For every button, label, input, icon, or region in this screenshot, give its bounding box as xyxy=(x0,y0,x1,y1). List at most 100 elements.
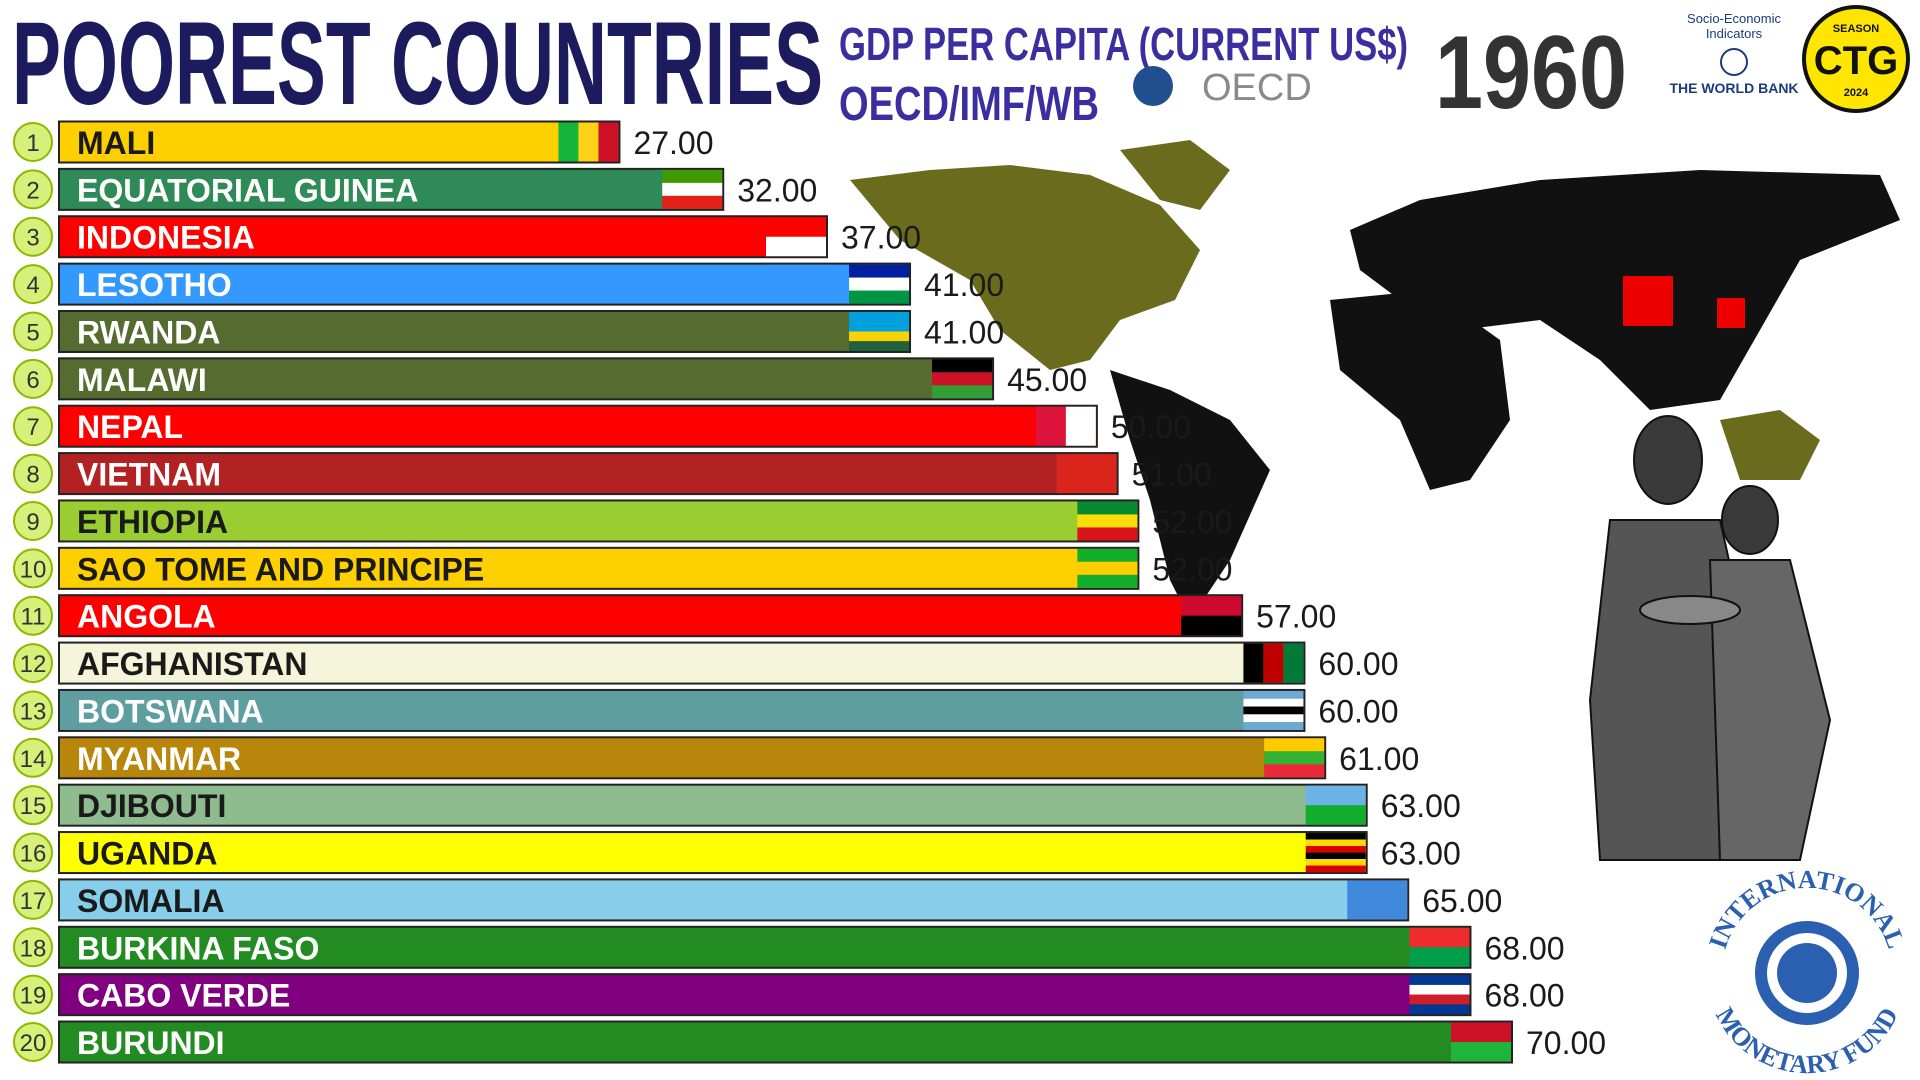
flag-stripe xyxy=(1409,1004,1470,1015)
imf-seal: INTERNATIONAL MONETARY FUND xyxy=(1703,865,1911,1080)
flag-stripe xyxy=(1243,690,1304,699)
flag-stripe xyxy=(849,341,910,351)
flag-stripe xyxy=(1035,406,1066,446)
world-bank-globe xyxy=(1720,48,1748,76)
rank-badge xyxy=(13,453,53,494)
flag-stripe xyxy=(1305,833,1366,840)
category-label: INDONESIA xyxy=(77,220,255,256)
flag-stripe xyxy=(1305,839,1366,847)
flag-stripe xyxy=(1077,527,1138,541)
flag-stripe xyxy=(1283,643,1304,683)
flag-stripe xyxy=(1409,984,1470,995)
badge-name: CTG xyxy=(1814,39,1898,83)
bar xyxy=(58,120,621,164)
flag-stripe xyxy=(766,236,827,257)
value-label: 50.00 xyxy=(1111,409,1191,445)
value-label: 41.00 xyxy=(924,267,1004,303)
flag-stripe xyxy=(849,331,910,342)
bar xyxy=(58,594,1244,638)
value-label: 57.00 xyxy=(1256,599,1336,635)
flag-stripe xyxy=(1305,785,1366,806)
flag-stripe xyxy=(1305,859,1366,866)
category-label: DJIBOUTI xyxy=(77,788,226,824)
bar xyxy=(58,973,1472,1017)
value-label: 60.00 xyxy=(1318,646,1398,682)
bar xyxy=(58,546,1140,590)
bar xyxy=(58,688,1306,732)
flag-stripe xyxy=(932,359,993,373)
illustration xyxy=(1588,415,1832,861)
world-bank-logo: THE WORLD BANK xyxy=(1669,80,1798,96)
flag-stripe xyxy=(1451,1042,1511,1062)
value-label: 68.00 xyxy=(1484,978,1564,1014)
flag-stripe xyxy=(849,277,910,291)
value-label: 70.00 xyxy=(1526,1025,1606,1061)
flag-stripe xyxy=(932,372,993,386)
flag-stripe xyxy=(1305,852,1366,860)
bar xyxy=(58,357,995,401)
oecd-logo: OECD xyxy=(1202,67,1312,109)
flag-stripe xyxy=(1263,643,1284,683)
flag-stripe xyxy=(849,321,910,332)
rank-badge xyxy=(13,264,53,305)
rank-label: 14 xyxy=(20,746,47,773)
value-label: 51.00 xyxy=(1132,457,1212,493)
flag-stripe xyxy=(1409,994,1470,1005)
value-label: 65.00 xyxy=(1422,883,1502,919)
rank-badge xyxy=(13,216,53,257)
bar xyxy=(58,452,1119,496)
bar xyxy=(58,925,1472,969)
value-label: 41.00 xyxy=(924,314,1004,350)
category-label: ETHIOPIA xyxy=(77,504,228,540)
flag-stripe xyxy=(598,122,619,162)
value-label: 63.00 xyxy=(1381,788,1461,824)
category-label: RWANDA xyxy=(77,314,220,350)
bar xyxy=(58,831,1368,875)
rank-badge xyxy=(13,879,53,920)
category-label: EQUATORIAL GUINEA xyxy=(77,172,418,208)
flag-stripe xyxy=(1243,643,1264,683)
rank-badge xyxy=(13,785,53,826)
rank-label: 4 xyxy=(26,272,39,299)
flag-stripe xyxy=(1077,501,1138,515)
value-label: 32.00 xyxy=(737,172,817,208)
category-label: MYANMAR xyxy=(77,741,241,777)
world-map xyxy=(850,140,1900,620)
category-label: CABO VERDE xyxy=(77,978,290,1014)
flag-stripe xyxy=(1305,865,1366,873)
flag-stripe xyxy=(558,122,579,162)
value-label: 52.00 xyxy=(1152,551,1232,587)
rank-label: 7 xyxy=(26,414,39,441)
flag-stripe xyxy=(849,311,910,322)
bar xyxy=(58,215,829,259)
value-label: 68.00 xyxy=(1484,930,1564,966)
rank-badge xyxy=(13,406,53,447)
flag-stripe xyxy=(662,169,723,183)
badge xyxy=(1802,5,1910,113)
title: POOREST COUNTRIES xyxy=(12,0,823,130)
rank-label: 6 xyxy=(26,367,39,394)
bar xyxy=(58,167,725,211)
flag-stripe xyxy=(849,264,910,278)
bar xyxy=(58,262,912,306)
value-label: 45.00 xyxy=(1007,362,1087,398)
flag-stripe xyxy=(1181,615,1242,636)
value-label: 37.00 xyxy=(841,220,921,256)
rank-badge xyxy=(13,737,53,778)
rank-label: 10 xyxy=(20,556,47,583)
rank-label: 8 xyxy=(26,462,39,489)
category-label: LESOTHO xyxy=(77,267,232,303)
flag-stripe xyxy=(1264,764,1325,778)
bar xyxy=(58,736,1327,780)
flag-stripe xyxy=(1347,880,1408,920)
badge-season: SEASON xyxy=(1833,23,1880,35)
bar xyxy=(58,309,912,353)
rank-label: 3 xyxy=(26,225,39,252)
rank-label: 18 xyxy=(20,935,47,962)
flag-stripe xyxy=(1065,406,1096,446)
rank-label: 15 xyxy=(20,793,47,820)
rank-label: 11 xyxy=(21,604,46,631)
rank-badge xyxy=(13,832,53,873)
flag-stripe xyxy=(1181,596,1242,616)
